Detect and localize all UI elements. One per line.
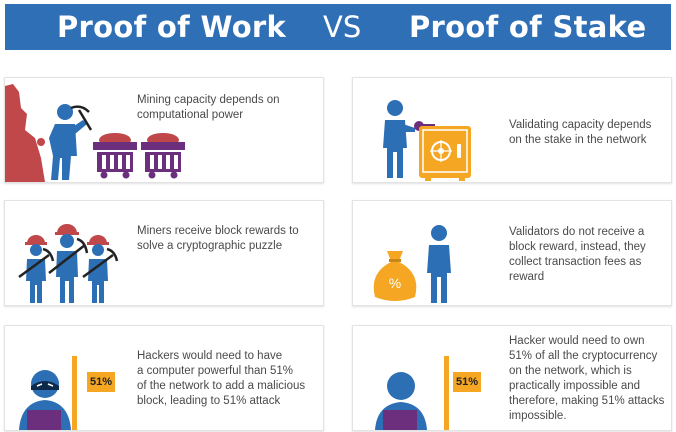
miner-with-carts-icon	[5, 84, 185, 182]
pos-card-hacker: 51% Hacker would need to own 51% of all …	[352, 325, 672, 431]
pow-block-rewards-text: Miners receive block rewards to solve a …	[137, 225, 299, 252]
proof-of-work-title: Proof of Work	[57, 10, 287, 44]
pow-hacker-text: Hackers would need to have a computer po…	[137, 350, 306, 407]
header-bar: Proof of Work VS Proof of Stake	[5, 4, 671, 50]
pow-mining-capacity-text: Mining capacity depends on computational…	[137, 94, 280, 121]
pos-transaction-fees-text: Validators do not receive a block reward…	[509, 226, 646, 283]
pow-card-mining-capacity: Mining capacity depends on computational…	[4, 77, 324, 183]
pos-51-percent-badge: 51%	[453, 372, 481, 392]
pow-card-hacker: 51% Hackers would need to have a compute…	[4, 325, 324, 431]
pos-card-transaction-fees: % Validators do not receive a block rewa…	[352, 200, 672, 306]
money-bag-percent-label: %	[388, 275, 402, 291]
hacker-computer-icon	[375, 356, 449, 430]
hacker-computer-icon	[19, 356, 77, 430]
pos-card-validating-capacity: Validating capacity depends on the stake…	[352, 77, 672, 183]
vs-label: VS	[323, 10, 362, 44]
pow-card-block-rewards: Miners receive block rewards to solve a …	[4, 200, 324, 306]
validator-money-bag-icon	[373, 225, 451, 303]
pos-validating-capacity-text: Validating capacity depends on the stake…	[509, 119, 652, 146]
proof-of-stake-title: Proof of Stake	[409, 10, 647, 44]
pow-51-percent-badge: 51%	[87, 372, 115, 392]
validator-safe-icon	[383, 100, 471, 181]
three-miners-icon	[18, 224, 119, 303]
pos-hacker-text: Hacker would need to own 51% of all the …	[509, 335, 665, 422]
